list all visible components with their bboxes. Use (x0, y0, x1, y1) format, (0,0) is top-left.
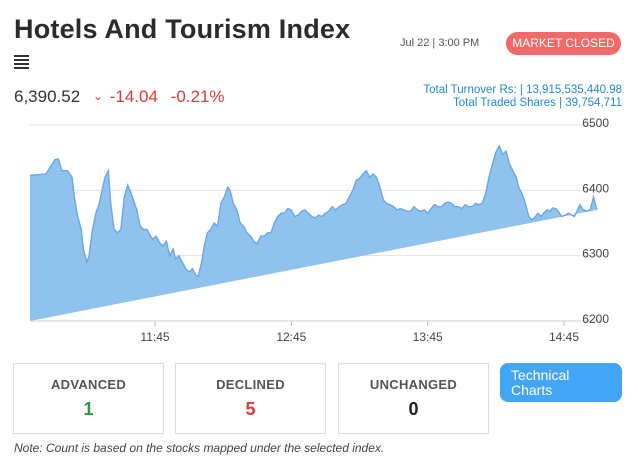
price-line (29, 144, 598, 278)
price-row: 6,390.52 ⌄ -14.04 -0.21% (14, 87, 225, 107)
y-tick-label: 6200 (582, 312, 609, 326)
x-tick-label: 14:45 (549, 330, 579, 344)
unchanged-box: UNCHANGED 0 (338, 363, 489, 434)
index-change: -14.04 (109, 87, 158, 106)
footnote: Note: Count is based on the stocks mappe… (14, 441, 385, 455)
advanced-count: 1 (83, 399, 94, 419)
y-tick-label: 6400 (582, 181, 609, 195)
x-tick-label: 12:45 (276, 330, 306, 344)
technical-charts-button[interactable]: Technical Charts (500, 363, 622, 402)
y-tick-label: 6300 (582, 247, 609, 261)
total-turnover: Total Turnover Rs: | 13,915,535,440.98 (423, 84, 622, 96)
technical-charts-label-line2: Charts (511, 382, 553, 398)
index-value: 6,390.52 (14, 87, 81, 106)
y-tick-label: 6500 (582, 116, 609, 130)
x-tick-label: 13:45 (413, 330, 443, 344)
x-tick-label: 11:45 (140, 330, 169, 344)
price-area (30, 145, 597, 321)
hamburger-menu-icon[interactable] (14, 55, 29, 69)
declined-label: DECLINED (216, 377, 285, 392)
declined-box: DECLINED 5 (175, 363, 326, 434)
total-traded-shares: Total Traded Shares | 39,754,711 (452, 97, 622, 109)
page-title: Hotels And Tourism Index (14, 14, 351, 44)
technical-charts-label-line1: Technical (511, 367, 570, 383)
market-status-badge: MARKET CLOSED (506, 32, 621, 55)
turnover-info: Total Turnover Rs: | 13,915,535,440.98 T… (423, 84, 622, 110)
chevron-down-icon: ⌄ (92, 89, 103, 103)
index-intraday-chart[interactable]: 6500 6400 6300 6200 11:45 12:45 13:45 14:45 (0, 115, 638, 350)
advanced-label: ADVANCED (50, 377, 127, 392)
unchanged-count: 0 (408, 399, 419, 419)
market-datetime: Jul 22 | 3:00 PM (400, 37, 480, 49)
advanced-box: ADVANCED 1 (13, 363, 164, 434)
index-change-percent: -0.21% (170, 87, 225, 106)
declined-count: 5 (245, 399, 256, 419)
unchanged-label: UNCHANGED (369, 377, 458, 392)
